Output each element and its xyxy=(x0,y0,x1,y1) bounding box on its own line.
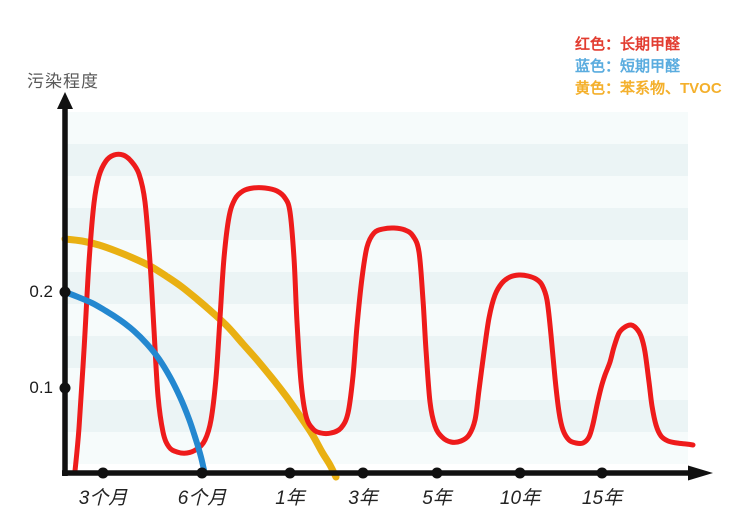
x-tick-label-1年: 1年 xyxy=(275,488,305,509)
curves-layer xyxy=(61,151,696,481)
legend-item-yellow: 黄色：苯系物、TVOC xyxy=(575,80,722,97)
x-tick-label-3个月: 3个月 xyxy=(78,488,128,509)
y-axis-title: 污染程度 xyxy=(27,72,99,91)
x-tick-label-3年: 3年 xyxy=(348,488,378,509)
axes-layer xyxy=(57,92,713,481)
plot-background-stripes xyxy=(67,112,688,464)
x-axis-arrow-icon xyxy=(688,465,713,481)
x-axis-dot xyxy=(97,467,109,479)
x-tick-label-5年: 5年 xyxy=(422,488,452,509)
x-tick-label-6个月: 6个月 xyxy=(177,488,227,509)
legend-item-red: 红色：长期甲醛 xyxy=(575,36,681,53)
legend-item-blue: 蓝色：短期甲醛 xyxy=(575,58,681,75)
x-axis-dot xyxy=(514,467,526,479)
x-tick-label-15年: 15年 xyxy=(581,488,623,509)
y-axis-dot xyxy=(59,382,71,394)
y-tick-label-0.2: 0.2 xyxy=(29,282,53,301)
axis-dots-layer xyxy=(59,286,608,479)
y-axis-arrow-icon xyxy=(57,92,73,109)
x-tick-label-10年: 10年 xyxy=(499,488,541,509)
y-tick-label-0.1: 0.1 xyxy=(29,378,53,397)
x-axis-dot xyxy=(284,467,296,479)
x-axis-dot xyxy=(596,467,608,479)
blue-curve xyxy=(62,289,207,473)
x-axis-dot xyxy=(196,467,208,479)
red-curve xyxy=(72,151,696,474)
x-axis-dot xyxy=(431,467,443,479)
legend: 红色：长期甲醛 蓝色：短期甲醛 黄色：苯系物、TVOC xyxy=(575,36,722,97)
y-axis-dot xyxy=(59,286,71,298)
x-axis-dot xyxy=(357,467,369,479)
